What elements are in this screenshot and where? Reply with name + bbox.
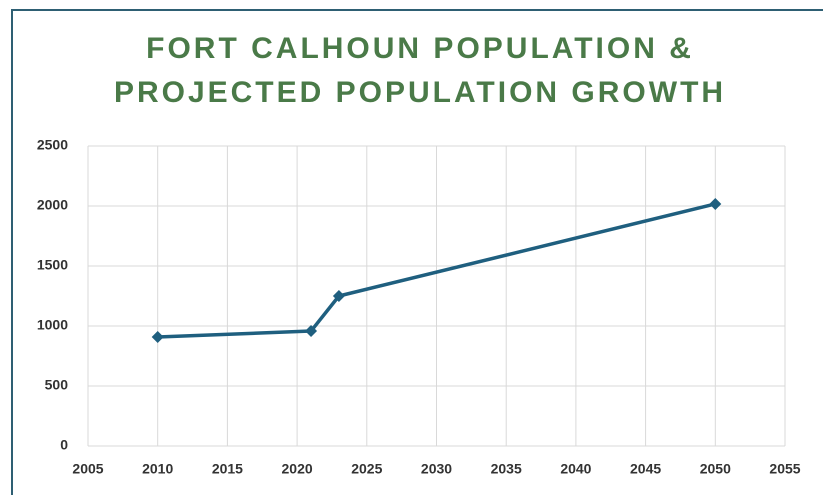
data-point (305, 325, 318, 338)
y-tick-label: 2500 (37, 137, 68, 153)
x-tick-label: 2035 (491, 461, 522, 477)
x-tick-label: 2055 (769, 461, 800, 477)
y-tick-label: 500 (45, 377, 69, 393)
series-line (157, 202, 716, 339)
data-point (709, 197, 722, 210)
x-tick-label: 2010 (142, 461, 173, 477)
y-tick-label: 2000 (37, 197, 68, 213)
x-tick-label: 2020 (282, 461, 313, 477)
x-tick-label: 2005 (72, 461, 103, 477)
chart-title: FORT CALHOUN POPULATION & (146, 32, 694, 65)
y-tick-label: 1500 (37, 257, 68, 273)
chart-title: PROJECTED POPULATION GROWTH (114, 76, 726, 109)
x-tick-label: 2025 (351, 461, 382, 477)
x-tick-label: 2015 (212, 461, 243, 477)
data-point (151, 331, 164, 344)
data-point (332, 290, 345, 302)
y-tick-label: 1000 (37, 317, 68, 333)
x-tick-label: 2030 (421, 461, 452, 477)
chart-frame (11, 9, 823, 495)
x-tick-label: 2045 (630, 461, 661, 477)
x-tick-label: 2040 (560, 461, 591, 477)
y-tick-label: 0 (60, 437, 68, 453)
x-tick-label: 2050 (700, 461, 731, 477)
